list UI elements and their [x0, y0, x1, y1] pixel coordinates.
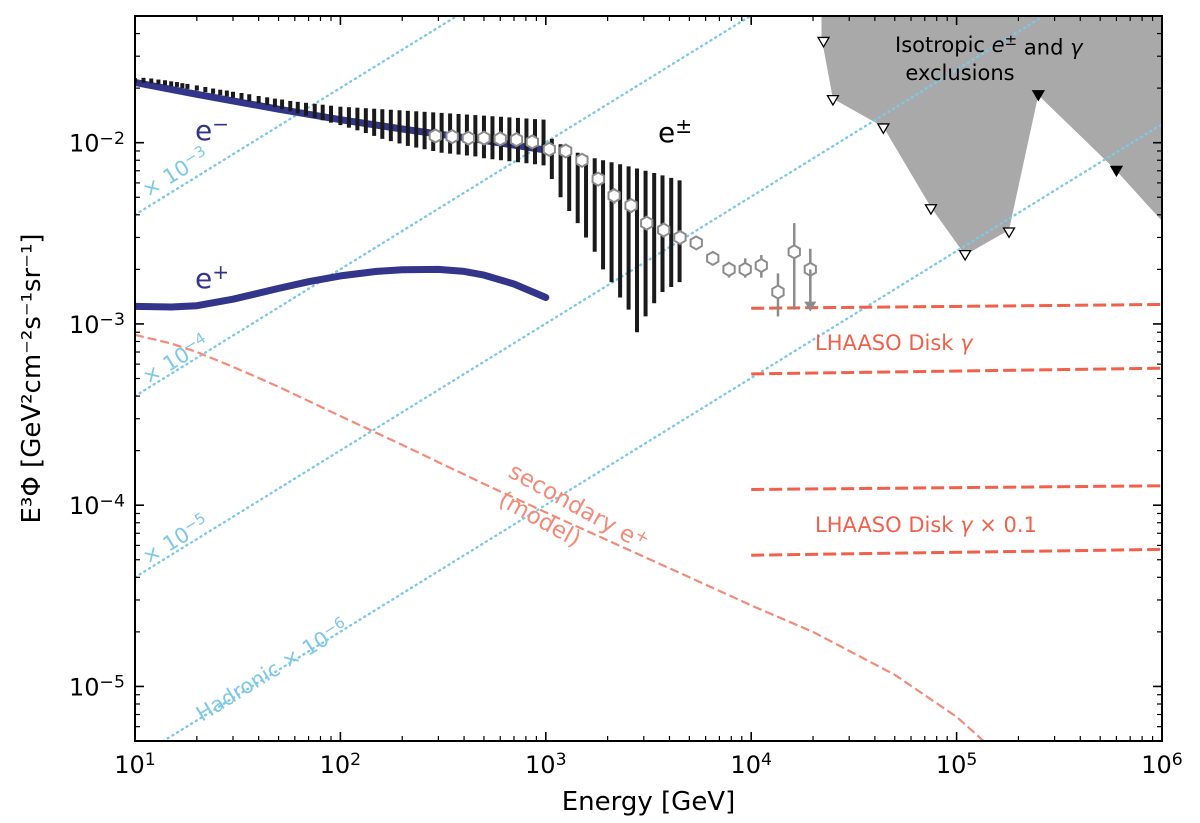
gray-data-point	[525, 134, 539, 150]
y-tick-label: 10−5	[69, 673, 125, 702]
data-label: e±	[658, 114, 692, 149]
y-tick-label: 10−3	[69, 310, 125, 339]
positron-line	[135, 265, 550, 311]
gray-data-point	[640, 215, 654, 231]
gray-data-point	[624, 197, 638, 214]
hadronic-label: × 10−3	[137, 142, 213, 202]
y-tick-label: 10−2	[69, 129, 125, 158]
x-axis-label: Energy [GeV]	[562, 787, 736, 817]
gray-data-point	[575, 152, 589, 168]
exclusion-region	[821, 16, 1162, 255]
gray-data-point	[509, 131, 524, 148]
x-tick-label: 105	[936, 750, 978, 779]
gray-data-point	[771, 284, 785, 300]
lhaaso-scaled-label: LHAASO Disk γ × 0.1	[815, 513, 1037, 537]
gray-data-point	[689, 235, 703, 251]
gray-data-point	[706, 250, 720, 267]
gray-data-point	[738, 261, 752, 278]
exclusion-open-marker	[876, 123, 891, 135]
exclusion-open-marker	[826, 94, 840, 107]
exclusion-label-line2: exclusions	[905, 61, 1014, 85]
electron-label: e−	[195, 112, 229, 147]
data-points-layer	[135, 36, 1124, 333]
gray-data-point	[445, 128, 459, 145]
exclusion-filled-marker	[1031, 90, 1045, 102]
hadronic-label: × 10−5	[137, 509, 213, 569]
gray-data-point	[591, 171, 605, 187]
gray-data-point	[493, 131, 507, 147]
gray-data-point	[461, 130, 475, 146]
exclusion-layer	[821, 16, 1162, 255]
hadronic-line	[161, 123, 1162, 741]
exclusion-open-marker	[816, 36, 831, 49]
gray-data-point	[722, 261, 736, 278]
gray-data-point	[607, 188, 621, 204]
exclusion-open-marker	[958, 249, 972, 262]
gray-data-point	[787, 244, 801, 260]
gray-data-point	[754, 257, 768, 274]
gray-data-point	[673, 229, 687, 246]
gray-data-point	[542, 141, 556, 157]
exclusion-open-marker	[924, 204, 938, 216]
exclusion-label-line1: Isotropic e± and γ	[895, 31, 1084, 59]
x-tick-label: 104	[730, 750, 772, 779]
gray-data-point	[477, 130, 491, 146]
lhaaso-line	[751, 484, 1162, 491]
y-tick-label: 10−4	[69, 491, 125, 520]
positron-label: e+	[195, 260, 229, 295]
gray-data-point	[657, 222, 671, 238]
y-axis-label: E³Φ [GeV²cm⁻²s⁻¹sr⁻¹]	[17, 233, 47, 523]
x-tick-label: 106	[1141, 750, 1183, 779]
upper-limit-arrow-head	[804, 301, 817, 312]
gray-data-point	[559, 143, 573, 159]
lhaaso-label: LHAASO Disk γ	[815, 331, 974, 355]
lhaaso-line	[751, 366, 1162, 376]
lhaaso-line	[751, 303, 1162, 310]
gray-data-point	[428, 128, 442, 144]
x-tick-label: 102	[320, 750, 362, 779]
secondary-positron-line	[135, 333, 986, 741]
hadronic-line	[135, 16, 1046, 579]
x-tick-label: 101	[114, 750, 156, 779]
axes-layer: 101 102 103 104 105 106 10−5 10−4 10−3 10−2 Energy…	[17, 15, 1183, 817]
x-tick-label: 103	[525, 750, 567, 779]
hadronic-label: Hadronic × 10−6	[191, 613, 352, 726]
lhaaso-line	[751, 547, 1162, 557]
exclusion-open-marker	[1002, 227, 1016, 239]
exclusion-filled-marker	[1109, 165, 1124, 177]
